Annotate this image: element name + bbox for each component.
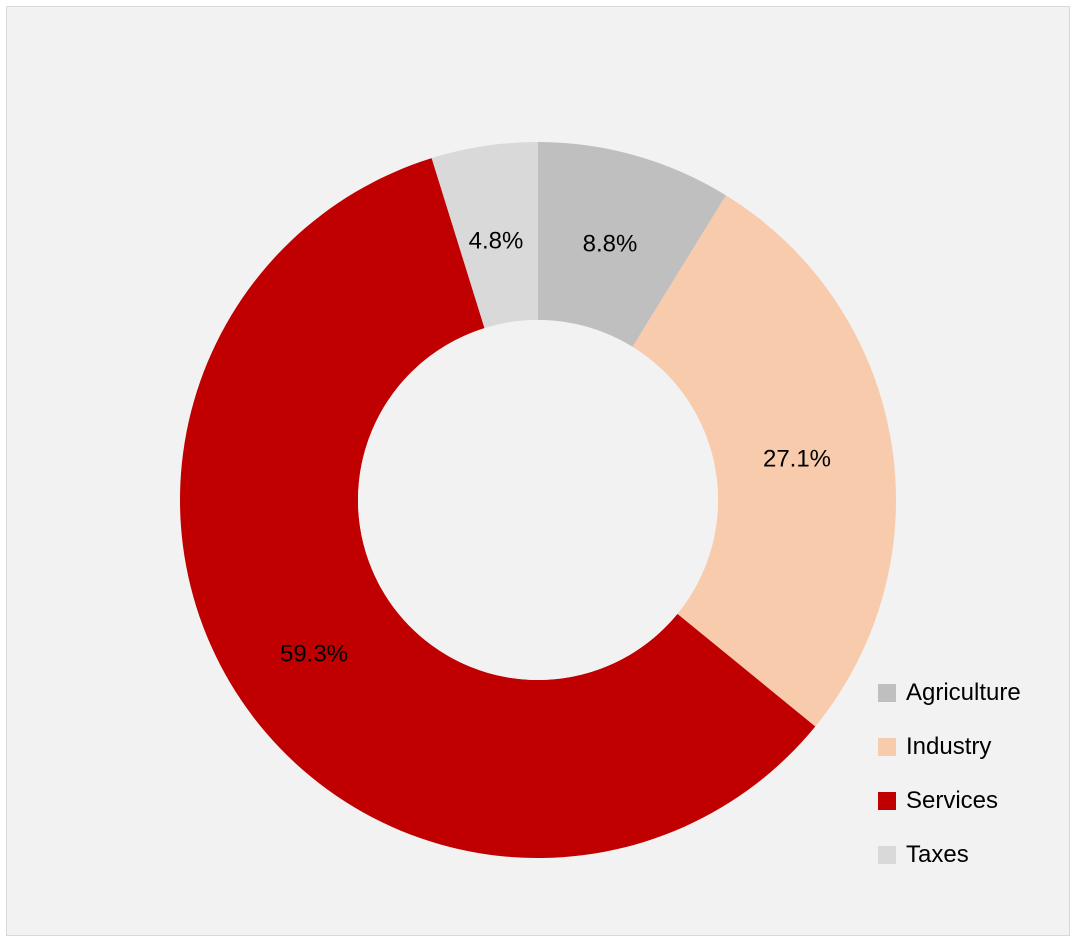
- slice-industry: [632, 195, 896, 727]
- data-label-agriculture: 8.8%: [583, 230, 638, 257]
- data-label-industry: 27.1%: [763, 445, 831, 472]
- legend-swatch: [878, 684, 896, 702]
- legend-swatch: [878, 738, 896, 756]
- legend: Agriculture Industry Services Taxes: [878, 666, 1021, 882]
- legend-label: Industry: [906, 733, 992, 760]
- slice-agriculture: [538, 142, 727, 347]
- legend-label: Agriculture: [906, 679, 1021, 706]
- slice-taxes: [431, 142, 538, 329]
- legend-label: Taxes: [906, 841, 969, 868]
- legend-item-services: Services: [878, 774, 1021, 828]
- donut-hole: [358, 320, 718, 680]
- slice-services: [180, 158, 816, 858]
- legend-label: Services: [906, 787, 999, 814]
- legend-item-industry: Industry: [878, 720, 1021, 774]
- legend-item-agriculture: Agriculture: [878, 666, 1021, 720]
- legend-swatch: [878, 792, 896, 810]
- data-label-services: 59.3%: [280, 640, 348, 667]
- data-label-taxes: 4.8%: [469, 227, 524, 254]
- legend-swatch: [878, 846, 896, 864]
- legend-item-taxes: Taxes: [878, 828, 1021, 882]
